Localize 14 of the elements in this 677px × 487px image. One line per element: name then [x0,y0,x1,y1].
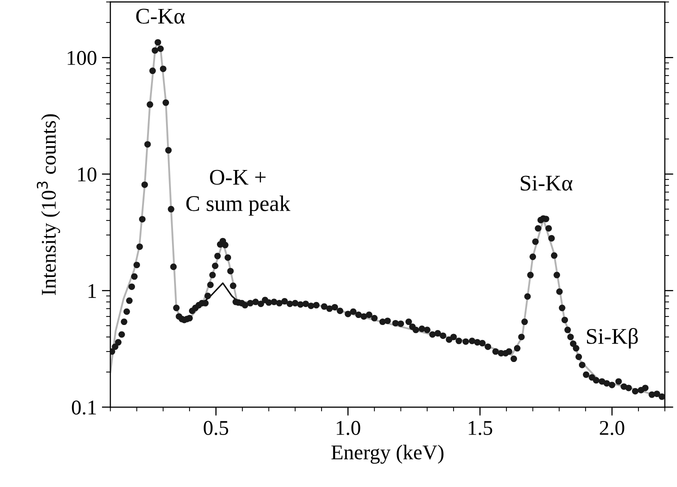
y-tick-label: 10 [78,167,96,182]
x-tick-label: 1.0 [336,420,360,436]
annotation: C-Kα [136,8,185,24]
x-tick-label: 2.0 [600,420,624,436]
x-axis-title: Energy (keV) [331,444,444,464]
y-tick-label: 1 [88,284,96,298]
x-tick-label: 1.5 [468,421,492,436]
annotation: O-K + C sum peak [186,170,290,216]
annotation: Si-Kα [520,176,572,191]
annotation: Si-Kβ [586,328,638,348]
y-axis-title: Intensity (10$^{3}$ counts) [36,114,60,296]
y-tick-label: 0.1 [72,400,96,415]
y-tick-label: 100 [68,50,96,65]
x-tick-label: 0.5 [204,420,228,436]
